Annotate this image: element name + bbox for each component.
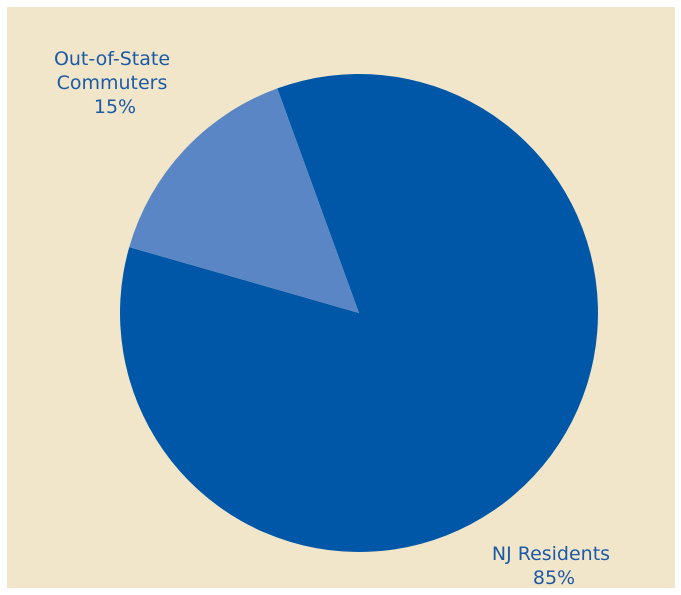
pie-slices — [120, 73, 599, 552]
pie-slice-nj-residents — [120, 73, 599, 552]
label-nj-residents-name: NJ Residents — [492, 543, 610, 565]
pie-slice-out-of-state-commuters — [129, 88, 359, 313]
label-nj-residents: NJ Residents 85% — [492, 543, 616, 588]
label-out-of-state: Out-of-State Commuters 15% — [54, 48, 176, 118]
label-out-of-state-percent: 15% — [94, 96, 136, 118]
label-out-of-state-line1: Out-of-State — [54, 48, 170, 70]
label-out-of-state-line2: Commuters — [57, 72, 168, 94]
label-nj-residents-percent: 85% — [533, 567, 575, 588]
pie-chart: NJ Residents 85% Out-of-State Commuters … — [7, 7, 675, 588]
pie-chart-panel: NJ Residents 85% Out-of-State Commuters … — [7, 7, 675, 588]
